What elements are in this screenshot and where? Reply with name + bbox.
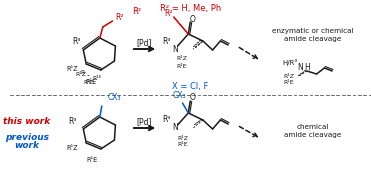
Text: R¹E: R¹E <box>86 157 98 163</box>
Text: N: N <box>172 123 178 132</box>
Text: R³: R³ <box>162 115 171 125</box>
Text: amide cleavage: amide cleavage <box>284 36 341 42</box>
Text: R²: R² <box>132 8 141 16</box>
Text: H/R³: H/R³ <box>282 59 297 66</box>
Text: R²: R² <box>115 13 124 22</box>
Text: R³: R³ <box>68 116 76 125</box>
Text: R¹Z: R¹Z <box>66 66 78 72</box>
Text: this work: this work <box>3 116 50 125</box>
Text: [Pd]: [Pd] <box>137 39 152 47</box>
Text: [Pd]: [Pd] <box>137 118 152 126</box>
Text: R³: R³ <box>162 36 171 46</box>
Text: R¹E: R¹E <box>85 79 97 85</box>
Text: H: H <box>304 63 310 71</box>
Text: ¹ᶻ: ¹ᶻ <box>86 74 90 78</box>
Text: amide cleavage: amide cleavage <box>284 132 341 138</box>
Text: O: O <box>189 15 195 23</box>
Text: R: R <box>80 70 85 74</box>
Text: chemical: chemical <box>296 124 329 130</box>
Text: N: N <box>297 63 303 71</box>
Text: previous: previous <box>5 132 49 142</box>
Text: X = Cl, F: X = Cl, F <box>172 83 209 91</box>
Text: R² = H, Me, Ph: R² = H, Me, Ph <box>160 4 221 12</box>
Text: R¹ᴱ: R¹ᴱ <box>92 77 102 81</box>
Text: R²: R² <box>165 9 173 18</box>
Text: R¹Z: R¹Z <box>176 57 187 61</box>
Text: R¹Z: R¹Z <box>75 73 86 77</box>
Text: R¹E: R¹E <box>178 143 188 147</box>
Text: R³: R³ <box>72 37 81 46</box>
Text: R¹Z: R¹Z <box>67 145 79 151</box>
Text: R¹Z: R¹Z <box>177 136 188 140</box>
Text: R¹Z: R¹Z <box>283 74 294 78</box>
Text: work: work <box>14 142 39 150</box>
Text: O: O <box>189 94 195 102</box>
Text: N: N <box>172 44 178 53</box>
Text: CX₃: CX₃ <box>108 94 121 102</box>
Text: R¹E: R¹E <box>177 64 187 68</box>
Text: R¹E: R¹E <box>283 80 294 84</box>
Text: R¹E: R¹E <box>83 80 93 84</box>
Text: CX₃: CX₃ <box>173 91 186 101</box>
Text: enzymatic or chemical: enzymatic or chemical <box>272 28 354 34</box>
